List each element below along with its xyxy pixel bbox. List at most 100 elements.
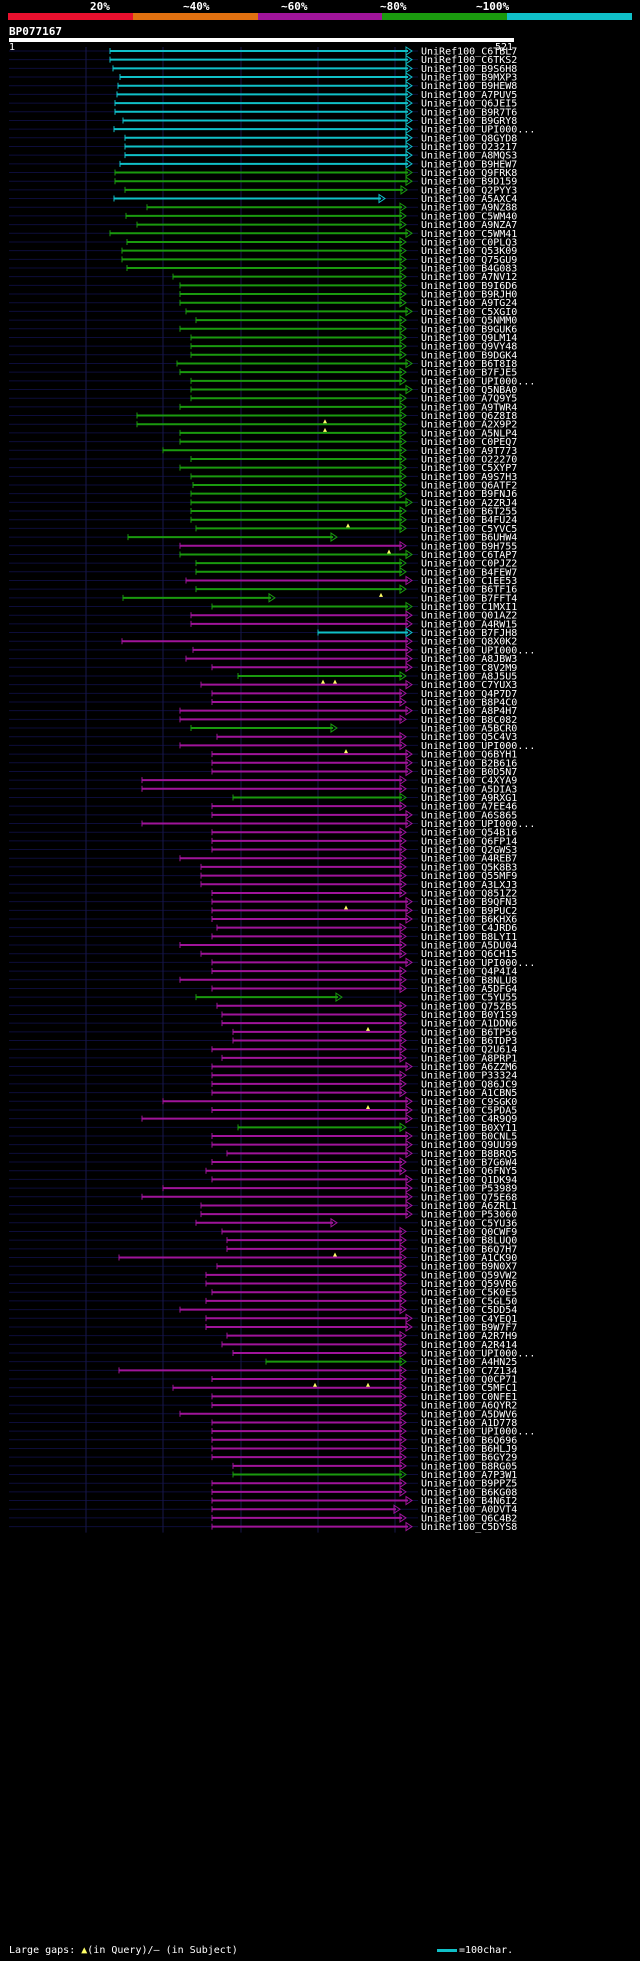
hit-label: UniRef100_Q5NMM0 bbox=[421, 316, 517, 327]
hit-arrow bbox=[399, 1261, 407, 1272]
hit-label: UniRef100_B9D159 bbox=[421, 177, 517, 188]
hit-arrow bbox=[405, 306, 413, 317]
hit-arrow bbox=[399, 974, 407, 985]
hit-arrow bbox=[399, 202, 407, 213]
hit-label: UniRef100_B8BRQ5 bbox=[421, 1149, 517, 1160]
hit-arrow bbox=[405, 627, 413, 638]
hit-label: UniRef100_A5DU04 bbox=[421, 941, 517, 952]
hit-label: UniRef100_A4HN25 bbox=[421, 1357, 517, 1368]
hit-arrow bbox=[399, 427, 407, 438]
hit-arrow bbox=[399, 375, 407, 386]
hit-label: UniRef100_C0PJZ2 bbox=[421, 559, 517, 570]
hit-label: UniRef100_Q6Z8I8 bbox=[421, 411, 517, 422]
hit-label: UniRef100_A9NZA7 bbox=[421, 220, 517, 231]
hit-label: UniRef100_A7NV12 bbox=[421, 272, 517, 283]
hit-label: UniRef100_B9N0X7 bbox=[421, 1262, 517, 1273]
hit-label: UniRef100_B6KG08 bbox=[421, 1487, 517, 1498]
hit-arrow bbox=[405, 384, 413, 395]
hit-arrow bbox=[399, 1400, 407, 1411]
hit-label: UniRef100_Q6JEI5 bbox=[421, 99, 517, 110]
hit-arrow bbox=[399, 566, 407, 577]
hit-label: UniRef100_B7FJH8 bbox=[421, 628, 517, 639]
gap-marker bbox=[346, 523, 350, 528]
pct-label-40: ~40% bbox=[183, 0, 210, 13]
hit-label: UniRef100_UPI000... bbox=[421, 1427, 535, 1438]
hit-arrow bbox=[405, 1313, 413, 1324]
color-bar-60 bbox=[257, 13, 383, 20]
hit-arrow bbox=[399, 1382, 407, 1393]
color-bar-40 bbox=[132, 13, 258, 20]
hit-label: UniRef100_A5NLP4 bbox=[421, 428, 517, 439]
hit-arrow bbox=[399, 1052, 407, 1063]
hit-arrow bbox=[405, 124, 413, 135]
hit-label: UniRef100_Q5C4V3 bbox=[421, 732, 517, 743]
hit-label: UniRef100_B9RJH0 bbox=[421, 290, 517, 301]
hit-arrow bbox=[399, 1235, 407, 1246]
hit-label: UniRef100_Q4P4I4 bbox=[421, 967, 517, 978]
gap-marker bbox=[333, 679, 337, 684]
hit-arrow bbox=[399, 827, 407, 838]
hit-label: UniRef100_Q54B16 bbox=[421, 828, 517, 839]
hit-label: UniRef100_A3LXJ3 bbox=[421, 880, 517, 891]
hit-arrow bbox=[405, 1096, 413, 1107]
hit-label: UniRef100_A2ZRJ4 bbox=[421, 498, 517, 509]
hit-label: UniRef100_Q6C4B2 bbox=[421, 1513, 517, 1524]
hit-label: UniRef100_UPI000... bbox=[421, 645, 535, 656]
pct-label-60: ~60% bbox=[281, 0, 308, 13]
hit-arrow bbox=[399, 1287, 407, 1298]
hit-arrow bbox=[399, 506, 407, 516]
hit-label: UniRef100_B9GUK6 bbox=[421, 324, 517, 335]
hit-arrow bbox=[399, 1026, 407, 1037]
hit-label: UniRef100_Q9LM14 bbox=[421, 333, 517, 344]
hit-label: UniRef100_B9DGK4 bbox=[421, 350, 517, 361]
hit-arrow bbox=[405, 549, 413, 560]
hit-label: UniRef100_Q0CP71 bbox=[421, 1375, 517, 1386]
hit-label: UniRef100_A8PRP1 bbox=[421, 1053, 517, 1064]
hit-label: UniRef100_C4R9Q9 bbox=[421, 1114, 517, 1125]
hit-arrow bbox=[399, 1460, 407, 1471]
hit-arrow bbox=[399, 1252, 407, 1263]
hit-label: UniRef100_Q01AZ2 bbox=[421, 611, 517, 622]
gap-marker bbox=[366, 1026, 370, 1031]
hit-arrow bbox=[399, 341, 407, 352]
hit-arrow bbox=[399, 289, 407, 299]
hit-arrow bbox=[405, 818, 413, 829]
hit-arrow bbox=[399, 558, 407, 569]
hit-arrow bbox=[405, 618, 413, 629]
hit-arrow bbox=[399, 792, 407, 803]
hit-label: UniRef100_A0DVT4 bbox=[421, 1505, 517, 1516]
hit-arrow bbox=[399, 1417, 407, 1428]
hit-label: UniRef100_Q8X0K2 bbox=[421, 637, 517, 648]
hit-arrow bbox=[399, 1330, 407, 1341]
hit-arrow bbox=[399, 245, 407, 256]
hit-label: UniRef100_A2R414 bbox=[421, 1340, 517, 1351]
hit-label: UniRef100_A8JBW3 bbox=[421, 654, 517, 665]
hit-label: UniRef100_A9TG24 bbox=[421, 298, 517, 309]
hit-label: UniRef100_Q6FP14 bbox=[421, 836, 517, 847]
hit-arrow bbox=[399, 523, 407, 534]
hit-label: UniRef100_A9S7H3 bbox=[421, 472, 517, 483]
hit-arrow bbox=[399, 480, 407, 490]
hit-label: UniRef100_B6TDP3 bbox=[421, 1036, 517, 1047]
hit-label: UniRef100_A6ZZM6 bbox=[421, 1062, 517, 1073]
hit-arrow bbox=[399, 462, 407, 473]
hit-label: UniRef100_C5GL50 bbox=[421, 1296, 517, 1307]
hit-arrow bbox=[405, 89, 413, 100]
hit-label: UniRef100_B7FFT4 bbox=[421, 593, 517, 604]
hit-arrow bbox=[405, 98, 413, 109]
hit-label: UniRef100_Q8GYD8 bbox=[421, 133, 517, 144]
gap-marker bbox=[387, 549, 391, 554]
hit-arrow bbox=[405, 705, 413, 716]
hit-arrow bbox=[399, 1165, 407, 1176]
hit-arrow bbox=[399, 740, 407, 751]
hit-label: UniRef100_A7P3W1 bbox=[421, 1470, 517, 1481]
hit-arrow bbox=[405, 1105, 413, 1115]
hit-label: UniRef100_C5DD54 bbox=[421, 1305, 517, 1316]
hit-label: UniRef100_A5DIA3 bbox=[421, 784, 517, 795]
hit-label: UniRef100_C6TKS2 bbox=[421, 55, 517, 66]
hit-arrow bbox=[399, 1391, 407, 1402]
hit-label: UniRef100_Q0CWF9 bbox=[421, 1227, 517, 1238]
hit-arrow bbox=[405, 228, 413, 239]
hit-arrow bbox=[399, 1070, 407, 1081]
hit-arrow bbox=[399, 323, 407, 334]
